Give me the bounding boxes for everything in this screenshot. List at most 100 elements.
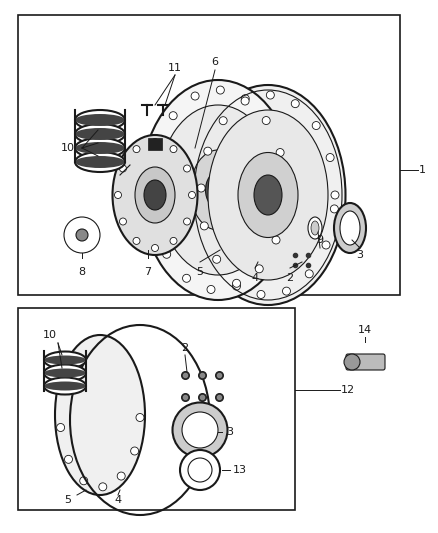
Circle shape	[241, 95, 249, 103]
Circle shape	[57, 424, 65, 432]
Text: 13: 13	[233, 465, 247, 475]
Circle shape	[184, 218, 191, 225]
Ellipse shape	[44, 368, 86, 377]
Ellipse shape	[191, 150, 246, 230]
Circle shape	[120, 165, 127, 172]
Circle shape	[152, 139, 159, 146]
Circle shape	[117, 472, 125, 480]
Circle shape	[162, 251, 171, 259]
Circle shape	[216, 86, 224, 94]
Circle shape	[305, 270, 313, 278]
FancyBboxPatch shape	[346, 354, 385, 370]
Ellipse shape	[55, 335, 145, 495]
Circle shape	[133, 146, 140, 152]
Circle shape	[191, 92, 199, 100]
Circle shape	[133, 237, 140, 245]
Ellipse shape	[44, 377, 86, 394]
Ellipse shape	[75, 156, 125, 168]
Ellipse shape	[113, 135, 198, 255]
Text: 4: 4	[251, 273, 258, 283]
Ellipse shape	[308, 217, 322, 239]
Circle shape	[241, 97, 249, 105]
Ellipse shape	[191, 85, 346, 305]
Ellipse shape	[135, 167, 175, 223]
Circle shape	[154, 142, 162, 150]
Ellipse shape	[141, 80, 296, 300]
Circle shape	[152, 245, 159, 252]
Ellipse shape	[340, 211, 360, 245]
Text: 9: 9	[316, 235, 324, 245]
Ellipse shape	[144, 180, 166, 210]
Circle shape	[233, 282, 240, 290]
Circle shape	[188, 458, 212, 482]
Circle shape	[257, 290, 265, 298]
Circle shape	[219, 117, 227, 125]
Text: 7: 7	[145, 267, 152, 277]
Ellipse shape	[254, 175, 282, 215]
Circle shape	[276, 149, 284, 157]
Circle shape	[331, 191, 339, 199]
Circle shape	[312, 122, 320, 130]
Circle shape	[188, 191, 195, 198]
Circle shape	[183, 274, 191, 282]
Circle shape	[200, 222, 208, 230]
Ellipse shape	[158, 105, 278, 275]
Circle shape	[262, 117, 270, 125]
Ellipse shape	[205, 172, 230, 208]
Ellipse shape	[173, 402, 227, 457]
Circle shape	[114, 191, 121, 198]
Ellipse shape	[44, 382, 86, 391]
Circle shape	[147, 179, 155, 187]
Ellipse shape	[75, 152, 125, 172]
Circle shape	[281, 186, 289, 194]
Ellipse shape	[44, 351, 86, 368]
Ellipse shape	[75, 128, 125, 140]
Text: 6: 6	[212, 57, 219, 67]
Circle shape	[76, 229, 88, 241]
Circle shape	[99, 483, 107, 491]
Ellipse shape	[75, 110, 125, 130]
Circle shape	[80, 477, 88, 485]
Bar	[18, 308, 295, 510]
Text: 4: 4	[114, 495, 122, 505]
Circle shape	[150, 217, 158, 225]
Circle shape	[291, 100, 299, 108]
Text: 1: 1	[418, 165, 425, 175]
Circle shape	[136, 414, 144, 422]
Ellipse shape	[75, 114, 125, 126]
Ellipse shape	[75, 138, 125, 158]
Circle shape	[184, 165, 191, 172]
Text: 8: 8	[78, 267, 85, 277]
Text: 11: 11	[168, 63, 182, 73]
Circle shape	[64, 455, 72, 463]
Text: 10: 10	[61, 143, 75, 153]
Circle shape	[169, 112, 177, 120]
Ellipse shape	[182, 412, 218, 448]
Circle shape	[283, 287, 290, 295]
Text: 5: 5	[64, 495, 71, 505]
Ellipse shape	[311, 221, 319, 235]
Text: 5: 5	[197, 267, 204, 277]
Text: 12: 12	[341, 385, 355, 395]
Ellipse shape	[75, 142, 125, 154]
Circle shape	[120, 218, 127, 225]
Circle shape	[255, 265, 263, 273]
Text: 14: 14	[358, 325, 372, 335]
Ellipse shape	[75, 124, 125, 144]
Ellipse shape	[334, 203, 366, 253]
Circle shape	[344, 354, 360, 370]
Bar	[148, 138, 162, 150]
Bar	[18, 15, 400, 295]
Ellipse shape	[208, 110, 328, 280]
Circle shape	[170, 146, 177, 152]
Circle shape	[272, 236, 280, 244]
Text: 10: 10	[43, 330, 57, 340]
Circle shape	[322, 241, 330, 249]
Circle shape	[64, 217, 100, 253]
Circle shape	[180, 450, 220, 490]
Text: 3: 3	[357, 250, 364, 260]
Circle shape	[326, 154, 334, 161]
Circle shape	[330, 205, 338, 213]
Text: 3: 3	[226, 427, 233, 437]
Circle shape	[280, 200, 288, 208]
